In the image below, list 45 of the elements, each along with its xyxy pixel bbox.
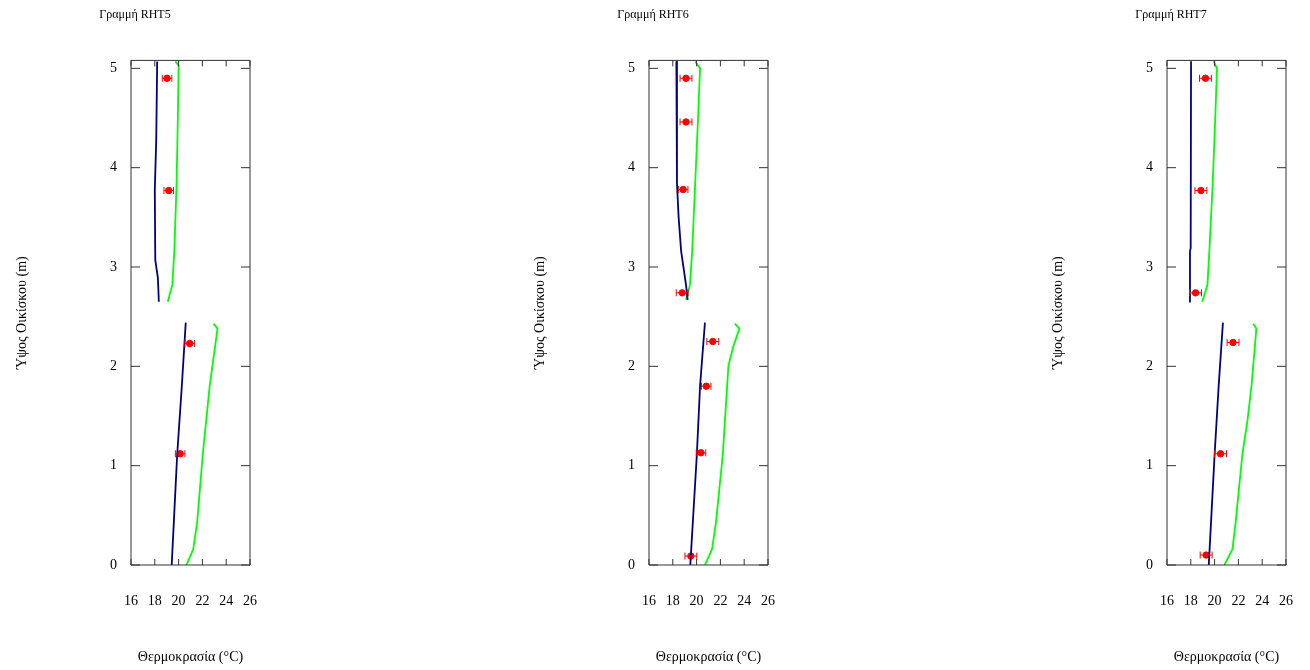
chart-title: Γραμμή RHT5	[99, 7, 171, 22]
x-tick-label: 16	[642, 593, 656, 609]
y-axis-title: Ύψος Οικίσκου (m)	[532, 255, 549, 371]
y-tick-label: 2	[1146, 358, 1153, 374]
x-tick-label: 20	[171, 593, 186, 609]
x-tick-label: 24	[1255, 593, 1270, 609]
chart-title: Γραμμή RHT6	[617, 7, 689, 22]
x-axis-title: Θερμοκρασία (°C)	[655, 649, 762, 666]
x-tick-label: 24	[219, 593, 234, 609]
x-tick-label: 20	[1207, 593, 1222, 609]
y-tick-label: 1	[110, 457, 117, 473]
x-tick-label: 16	[1160, 593, 1174, 609]
x-tick-label: 22	[713, 593, 728, 609]
x-tick-label: 22	[1231, 593, 1246, 609]
x-tick-label: 20	[689, 593, 704, 609]
y-tick-label: 1	[628, 457, 635, 473]
x-tick-label: 24	[737, 593, 752, 609]
y-axis-title: Ύψος Οικίσκου (m)	[14, 255, 31, 371]
chart-title: Γραμμή RHT7	[1135, 7, 1207, 22]
x-tick-label: 26	[761, 593, 775, 609]
y-tick-label: 4	[628, 159, 635, 175]
y-tick-label: 2	[628, 358, 635, 374]
y-tick-label: 5	[110, 60, 117, 76]
x-tick-label: 26	[1279, 593, 1293, 609]
y-tick-label: 2	[110, 358, 117, 374]
x-axis-title: Θερμοκρασία (°C)	[1173, 649, 1280, 666]
y-tick-label: 3	[1146, 258, 1153, 274]
y-tick-label: 0	[628, 556, 635, 572]
y-tick-label: 4	[110, 159, 117, 175]
x-axis-title: Θερμοκρασία (°C)	[137, 649, 244, 666]
y-tick-label: 5	[1146, 60, 1153, 76]
x-tick-label: 22	[195, 593, 210, 609]
x-tick-label: 26	[243, 593, 257, 609]
x-tick-label: 18	[665, 593, 680, 609]
y-tick-label: 4	[1146, 159, 1153, 175]
y-tick-label: 0	[110, 556, 117, 572]
y-tick-label: 5	[628, 60, 635, 76]
y-tick-label: 3	[628, 258, 635, 274]
y-tick-label: 3	[110, 258, 117, 274]
y-tick-label: 0	[1146, 556, 1153, 572]
y-axis-title: Ύψος Οικίσκου (m)	[1050, 255, 1067, 371]
y-tick-label: 1	[1146, 457, 1153, 473]
x-tick-label: 18	[1183, 593, 1198, 609]
x-tick-label: 16	[124, 593, 138, 609]
x-tick-label: 18	[147, 593, 162, 609]
